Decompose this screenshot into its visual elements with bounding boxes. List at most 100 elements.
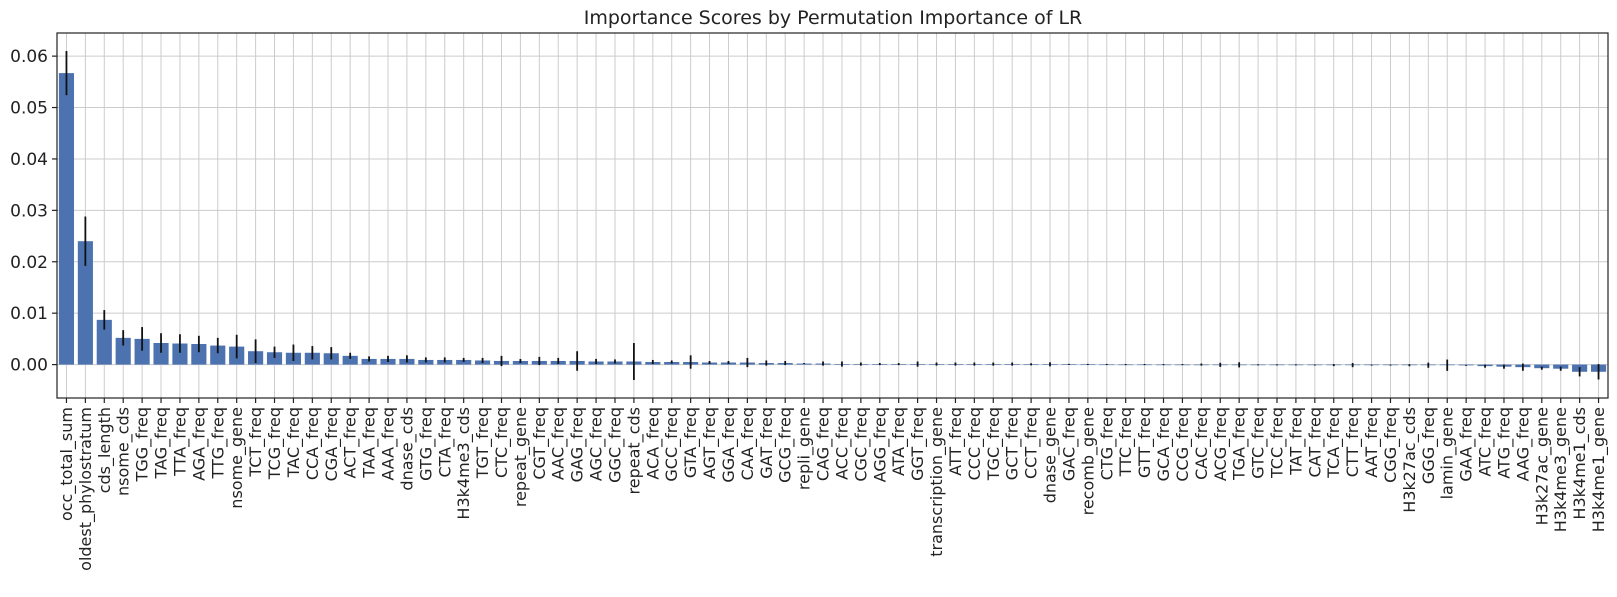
x-tick-label: GTT_freq bbox=[1135, 407, 1155, 478]
x-tick-label: H3k4me1_gene bbox=[1589, 407, 1609, 532]
x-axis: occ_total_sum oldest_phylostratum cds_leng… bbox=[57, 398, 1609, 571]
x-tick-label: CGT_freq bbox=[530, 407, 550, 480]
y-tick-label: 0.06 bbox=[10, 47, 48, 67]
y-tick-label: 0.02 bbox=[10, 253, 48, 273]
bar bbox=[172, 343, 188, 365]
x-tick-label: TCG_freq bbox=[265, 407, 285, 480]
x-tick-label: AGG_freq bbox=[870, 407, 890, 482]
x-tick-label: CTC_freq bbox=[492, 407, 512, 478]
x-tick-label: ATA_freq bbox=[889, 407, 909, 476]
x-tick-label: CAG_freq bbox=[814, 407, 834, 481]
x-tick-label: TTC_freq bbox=[1116, 407, 1136, 477]
bar bbox=[456, 359, 472, 365]
x-tick-label: CAT_freq bbox=[1305, 407, 1325, 478]
x-tick-label: AAT_freq bbox=[1362, 407, 1382, 478]
x-tick-label: CAC_freq bbox=[1192, 407, 1212, 480]
x-tick-label: TAG_freq bbox=[152, 407, 172, 479]
x-tick-label: GGT_freq bbox=[908, 407, 928, 481]
x-tick-label: TGC_freq bbox=[984, 407, 1004, 481]
x-tick-label: GTA_freq bbox=[681, 407, 701, 478]
x-tick-label: TGG_freq bbox=[133, 407, 153, 482]
x-tick-label: CGC_freq bbox=[851, 407, 871, 482]
x-tick-label: dnase_cds bbox=[397, 407, 417, 491]
x-tick-label: occ_total_sum bbox=[57, 407, 77, 521]
x-tick-label: AGT_freq bbox=[700, 407, 720, 479]
x-tick-label: GCC_freq bbox=[662, 407, 682, 482]
x-tick-label: ACT_freq bbox=[341, 407, 361, 478]
x-tick-label: ACA_freq bbox=[643, 407, 663, 480]
x-tick-label: TCC_freq bbox=[1267, 407, 1287, 479]
x-tick-label: GAG_freq bbox=[568, 407, 588, 482]
x-tick-label: CCT_freq bbox=[1022, 407, 1042, 479]
x-tick-label: AGC_freq bbox=[587, 407, 607, 481]
x-tick-label: GCG_freq bbox=[776, 407, 796, 483]
x-tick-label: ACG_freq bbox=[1211, 407, 1231, 481]
x-tick-label: GGA_freq bbox=[719, 407, 739, 483]
bar bbox=[153, 342, 169, 365]
x-tick-label: CCC_freq bbox=[965, 407, 985, 480]
x-tick-label: AAG_freq bbox=[1513, 407, 1533, 481]
bar bbox=[191, 344, 207, 365]
x-tick-label: cds_length bbox=[95, 407, 115, 493]
x-tick-label: CTG_freq bbox=[1097, 407, 1117, 480]
x-tick-label: GAT_freq bbox=[757, 407, 777, 479]
x-tick-label: CCG_freq bbox=[1173, 407, 1193, 482]
bar bbox=[210, 345, 226, 365]
bar bbox=[115, 337, 131, 365]
x-tick-label: TGT_freq bbox=[473, 407, 493, 479]
x-tick-label: ACC_freq bbox=[832, 407, 852, 480]
x-tick-label: CGA_freq bbox=[322, 407, 342, 481]
x-tick-label: repeat_cds bbox=[624, 407, 644, 494]
x-tick-label: GTC_freq bbox=[1249, 407, 1269, 479]
x-tick-label: TTG_freq bbox=[208, 407, 228, 480]
x-tick-label: recomb_gene bbox=[1078, 407, 1098, 515]
x-tick-label: TAA_freq bbox=[360, 407, 380, 479]
x-tick-label: ATT_freq bbox=[946, 407, 966, 476]
bar bbox=[58, 73, 75, 365]
bar bbox=[1534, 364, 1550, 369]
chart-title: Importance Scores by Permutation Importa… bbox=[584, 7, 1083, 29]
x-tick-label: GCA_freq bbox=[1154, 407, 1174, 481]
bar bbox=[361, 358, 377, 365]
bar bbox=[266, 352, 283, 365]
x-tick-label: transcription_gene bbox=[927, 407, 947, 557]
x-tick-label: TCT_freq bbox=[246, 407, 266, 478]
x-tick-label: TGA_freq bbox=[1230, 407, 1250, 481]
bar bbox=[77, 241, 93, 365]
x-tick-label: nsome_cds bbox=[114, 407, 134, 496]
y-tick-label: 0.03 bbox=[10, 201, 48, 221]
x-tick-label: CTT_freq bbox=[1343, 407, 1363, 477]
x-tick-label: GGC_freq bbox=[605, 407, 625, 483]
x-tick-label: H3k27ac_cds bbox=[1400, 407, 1420, 513]
x-tick-label: TCA_freq bbox=[1324, 407, 1344, 479]
bar bbox=[96, 319, 112, 365]
bar bbox=[342, 355, 358, 365]
plot-frame bbox=[56, 32, 1609, 399]
x-tick-label: TAC_freq bbox=[284, 407, 304, 478]
x-tick-label: CCA_freq bbox=[303, 407, 323, 480]
x-tick-label: GGG_freq bbox=[1419, 407, 1439, 484]
x-tick-label: CTA_freq bbox=[435, 407, 455, 478]
y-tick-label: 0.01 bbox=[10, 304, 48, 324]
x-tick-label: ATC_freq bbox=[1476, 407, 1496, 477]
x-tick-label: AAA_freq bbox=[379, 407, 399, 481]
bar bbox=[134, 338, 150, 365]
y-tick-label: 0.05 bbox=[10, 99, 48, 119]
x-tick-label: AGA_freq bbox=[189, 407, 209, 481]
x-tick-label: GCT_freq bbox=[1003, 407, 1023, 480]
x-tick-label: AAC_freq bbox=[549, 407, 569, 480]
x-tick-label: H3k4me3_cds bbox=[454, 407, 474, 520]
x-tick-label: H3k27ac_gene bbox=[1532, 407, 1552, 525]
x-tick-label: repeat_gene bbox=[511, 407, 531, 507]
x-tick-label: CGG_freq bbox=[1381, 407, 1401, 483]
x-tick-label: oldest_phylostratum bbox=[76, 407, 96, 571]
y-axis: 0.00 0.01 0.02 0.03 0.04 0.05 0.06 bbox=[10, 47, 57, 376]
x-tick-label: lamin_gene bbox=[1438, 407, 1458, 499]
x-tick-label: dnase_gene bbox=[1041, 407, 1061, 503]
x-tick-label: GAC_freq bbox=[1059, 407, 1079, 481]
x-tick-label: H3k4me1_cds bbox=[1570, 407, 1590, 520]
x-tick-label: GTG_freq bbox=[416, 407, 436, 481]
bar-layer bbox=[58, 73, 1607, 372]
